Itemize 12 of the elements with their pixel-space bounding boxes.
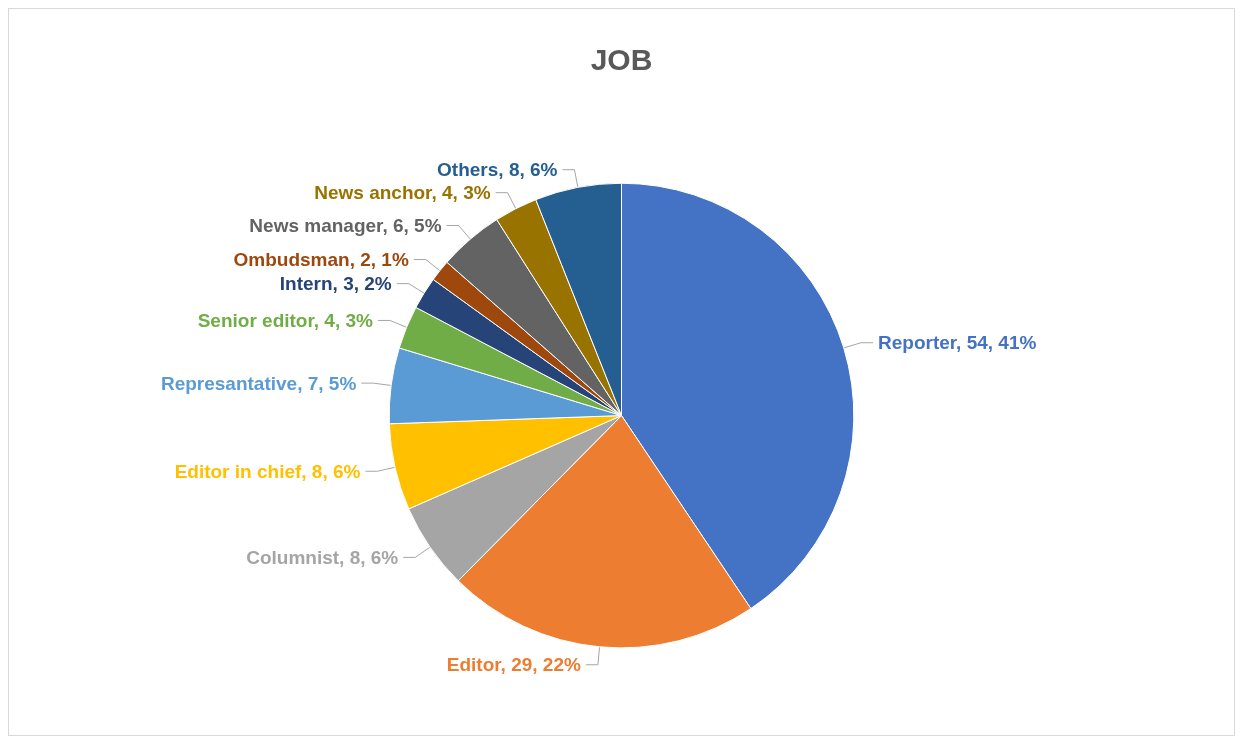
slice-label: Editor, 29, 22% <box>446 654 581 676</box>
slice-label: Editor in chief, 8, 6% <box>174 460 361 482</box>
slice-label: Others, 8, 6% <box>437 159 558 181</box>
chart-title: JOB <box>590 42 653 76</box>
slice-label: Reporter, 54, 41% <box>877 332 1037 354</box>
slice-label: Senior editor, 4, 3% <box>197 309 374 331</box>
slice-label: Ombudsman, 2, 1% <box>233 248 409 270</box>
slice-label: Intern, 3, 2% <box>279 273 392 295</box>
slice-label: Columnist, 8, 6% <box>246 546 399 568</box>
slice-label: News manager, 6, 5% <box>249 215 442 236</box>
slice-label: News anchor, 4, 3% <box>314 182 491 204</box>
slice-label: Represantative, 7, 5% <box>160 372 357 394</box>
